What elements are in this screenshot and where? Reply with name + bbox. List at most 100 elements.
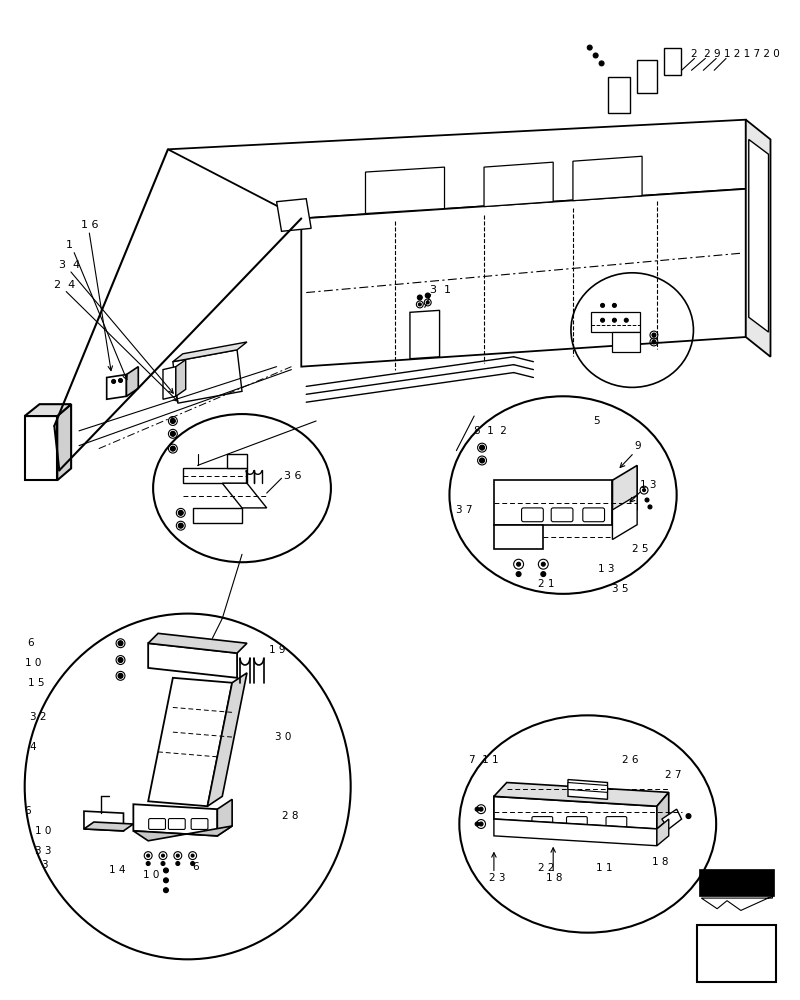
Polygon shape — [613, 465, 637, 525]
Circle shape — [426, 293, 430, 298]
Text: 3 3: 3 3 — [34, 846, 51, 856]
Text: 7  1 1: 7 1 1 — [470, 755, 499, 765]
Polygon shape — [207, 673, 247, 806]
Circle shape — [118, 673, 123, 678]
Text: 4: 4 — [30, 742, 36, 752]
Circle shape — [118, 378, 122, 382]
Circle shape — [480, 459, 484, 462]
Circle shape — [170, 431, 175, 436]
Circle shape — [642, 489, 646, 492]
Circle shape — [593, 53, 598, 58]
Circle shape — [171, 419, 175, 423]
Polygon shape — [590, 312, 640, 332]
Circle shape — [170, 419, 175, 423]
Circle shape — [479, 822, 483, 826]
Polygon shape — [84, 811, 123, 831]
Text: 9: 9 — [634, 441, 641, 451]
Text: 2 7: 2 7 — [665, 770, 682, 780]
Circle shape — [112, 379, 115, 383]
Circle shape — [163, 878, 169, 883]
Text: 1 6: 1 6 — [81, 220, 98, 230]
Circle shape — [475, 822, 479, 826]
Circle shape — [653, 340, 655, 343]
Polygon shape — [699, 869, 774, 896]
Polygon shape — [126, 367, 138, 396]
Text: 3 7: 3 7 — [456, 505, 473, 515]
Text: 1 3: 1 3 — [598, 564, 614, 574]
Text: 3 2: 3 2 — [30, 712, 46, 722]
Circle shape — [601, 303, 605, 307]
Circle shape — [475, 807, 479, 811]
Polygon shape — [494, 525, 543, 549]
Text: 6: 6 — [25, 806, 31, 816]
Text: 3  1: 3 1 — [430, 285, 450, 295]
Polygon shape — [148, 643, 237, 678]
Circle shape — [146, 854, 150, 857]
Polygon shape — [58, 404, 71, 480]
Polygon shape — [168, 120, 746, 218]
Circle shape — [480, 446, 484, 450]
Circle shape — [517, 562, 521, 566]
Polygon shape — [148, 633, 247, 653]
Polygon shape — [657, 792, 669, 829]
Bar — [698, 925, 777, 982]
Polygon shape — [568, 783, 607, 792]
Polygon shape — [277, 199, 311, 231]
Circle shape — [162, 854, 165, 857]
Text: 2 3: 2 3 — [489, 873, 506, 883]
Circle shape — [178, 523, 183, 528]
Circle shape — [599, 61, 604, 66]
Text: 8  1  2: 8 1 2 — [474, 426, 507, 436]
Text: 2 5: 2 5 — [632, 544, 649, 554]
Text: 6: 6 — [28, 638, 34, 648]
Circle shape — [163, 888, 169, 893]
Text: 3 0: 3 0 — [274, 732, 291, 742]
Text: 1 8: 1 8 — [546, 873, 562, 883]
Polygon shape — [410, 310, 439, 359]
Circle shape — [118, 658, 123, 662]
Polygon shape — [173, 342, 247, 362]
Polygon shape — [134, 804, 218, 836]
Polygon shape — [134, 826, 232, 841]
Polygon shape — [494, 819, 657, 846]
Circle shape — [587, 45, 592, 50]
Circle shape — [645, 498, 649, 502]
Circle shape — [479, 807, 483, 811]
Text: 1 1: 1 1 — [596, 863, 612, 873]
Polygon shape — [182, 468, 247, 483]
Circle shape — [652, 333, 656, 337]
Text: 2  4: 2 4 — [54, 280, 75, 290]
Text: 1 3: 1 3 — [640, 480, 657, 490]
Text: 1 4: 1 4 — [109, 865, 125, 875]
Polygon shape — [568, 780, 607, 799]
Circle shape — [541, 572, 546, 577]
Circle shape — [161, 862, 165, 865]
Text: 3  4: 3 4 — [59, 260, 80, 270]
Text: 1: 1 — [66, 240, 73, 250]
Circle shape — [426, 301, 430, 304]
Polygon shape — [176, 360, 186, 396]
Polygon shape — [662, 809, 682, 829]
Circle shape — [146, 862, 150, 865]
Polygon shape — [657, 819, 669, 846]
Polygon shape — [484, 162, 553, 207]
Circle shape — [653, 334, 655, 337]
Polygon shape — [749, 139, 769, 332]
Text: 3: 3 — [42, 860, 48, 870]
Polygon shape — [702, 896, 773, 910]
Text: 2 2: 2 2 — [538, 863, 555, 873]
Polygon shape — [148, 678, 232, 806]
Polygon shape — [613, 332, 640, 352]
Polygon shape — [84, 822, 134, 831]
Text: 1 5: 1 5 — [28, 678, 44, 688]
Polygon shape — [613, 495, 637, 540]
Circle shape — [118, 641, 123, 646]
Polygon shape — [222, 483, 266, 508]
Polygon shape — [607, 77, 630, 113]
Polygon shape — [637, 60, 657, 93]
Circle shape — [171, 447, 175, 451]
Circle shape — [516, 572, 521, 577]
Text: 1 0: 1 0 — [143, 870, 160, 880]
Polygon shape — [173, 350, 242, 403]
Polygon shape — [25, 416, 58, 480]
